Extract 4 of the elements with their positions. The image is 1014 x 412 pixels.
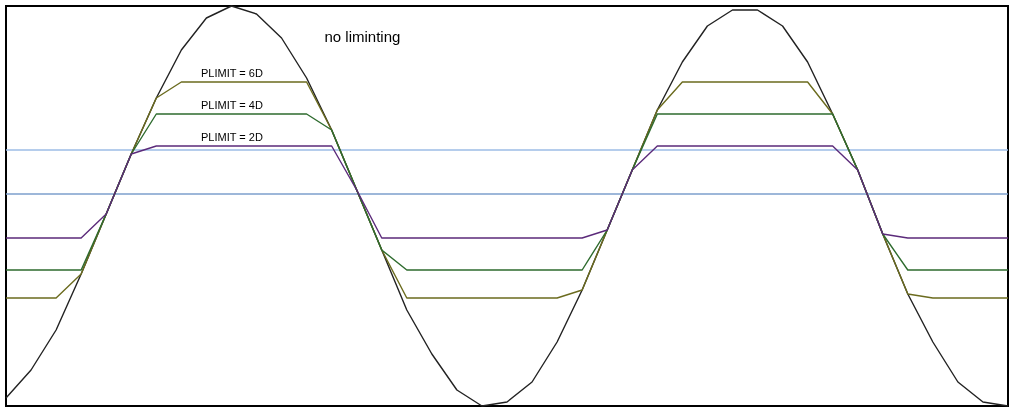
annotation: PLIMIT = 6D — [200, 67, 263, 79]
annotation: PLIMIT = 4D — [200, 99, 263, 111]
annotation: no liminting — [324, 28, 401, 45]
annotation: PLIMIT = 2D — [200, 131, 263, 143]
